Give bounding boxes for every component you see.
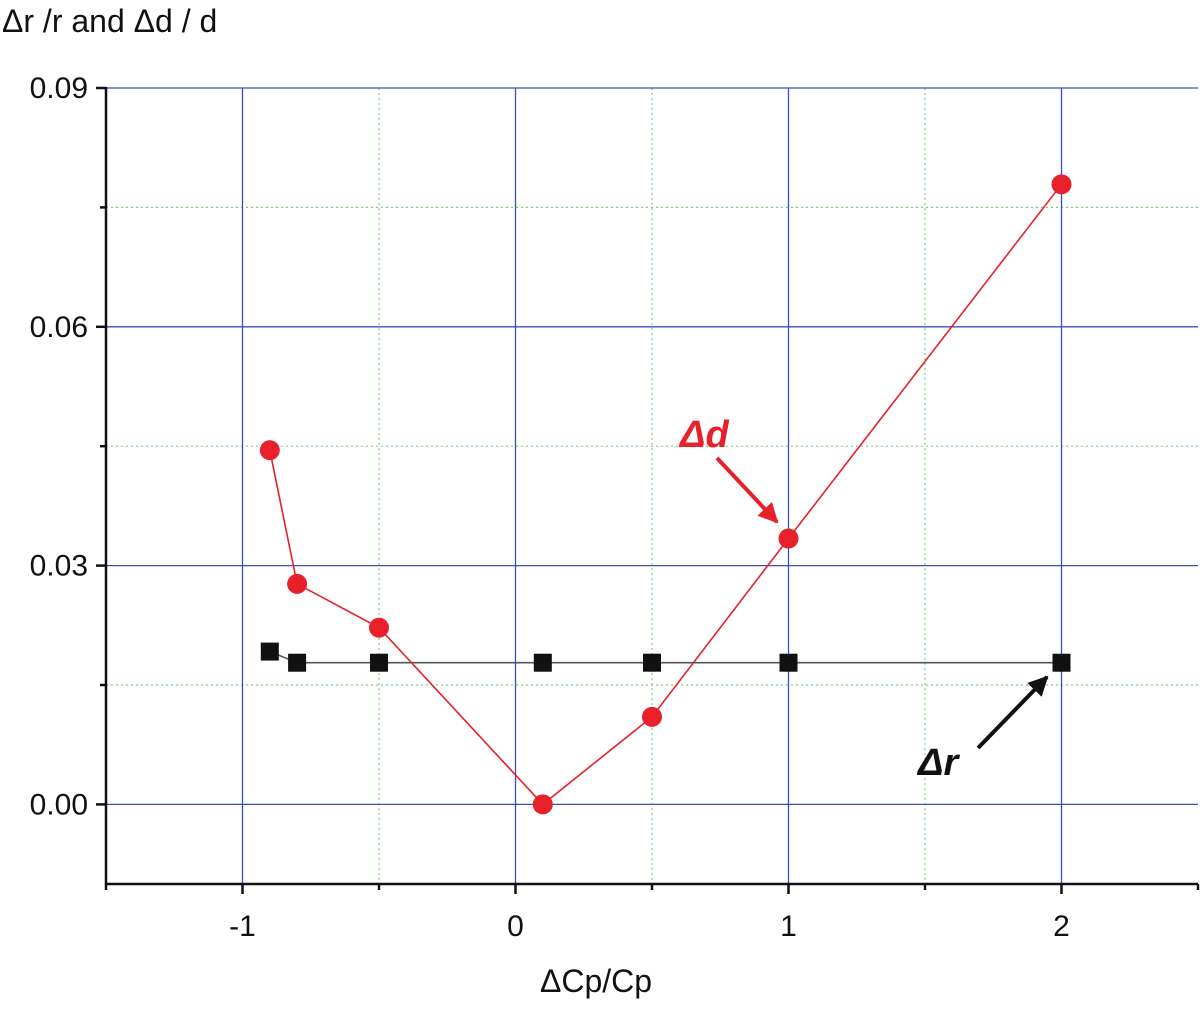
data-point-circle	[778, 528, 799, 549]
data-point-circle	[369, 617, 389, 638]
annotations: Δd Δr	[678, 414, 1049, 784]
data-point-square	[643, 653, 661, 672]
data-point-square	[370, 653, 388, 672]
x-tick-label: 2	[1053, 910, 1070, 943]
data-point-circle	[532, 794, 553, 815]
data-point-circle	[1051, 174, 1072, 195]
data-point-square	[288, 653, 307, 672]
y-tick-label: 0.06	[30, 311, 88, 344]
y-tick-label: 0.03	[30, 550, 88, 583]
x-tick-label: 1	[780, 910, 797, 943]
x-tick-label: -1	[229, 910, 256, 943]
y-tick-label: 0.00	[30, 788, 88, 821]
series-line-1	[269, 650, 1062, 664]
annotation-arrow	[715, 456, 779, 524]
data-point-circle	[287, 573, 308, 594]
axes: 0.00 0.03 0.06 0.09 -1 0 1 2	[30, 72, 1200, 943]
x-axis-title: ΔCp/Cp	[540, 963, 652, 999]
y-tick-label: 0.09	[30, 72, 88, 105]
x-tick-label: 0	[507, 910, 524, 943]
y-axis-title: Δr /r and Δd / d	[2, 3, 217, 39]
data-point-square	[260, 642, 279, 661]
annotation-label: Δr	[916, 742, 961, 784]
data-point-square	[533, 653, 552, 672]
data-point-square	[779, 653, 798, 672]
annotation-label: Δd	[678, 414, 730, 456]
major-grid	[106, 87, 1198, 884]
data-point-circle	[642, 706, 662, 727]
annotation-arrow	[976, 675, 1049, 750]
minor-grid	[106, 88, 1198, 884]
series-line-0	[269, 183, 1063, 806]
data-point-circle	[259, 440, 280, 461]
series-group	[259, 174, 1072, 815]
data-point-square	[1052, 653, 1071, 672]
